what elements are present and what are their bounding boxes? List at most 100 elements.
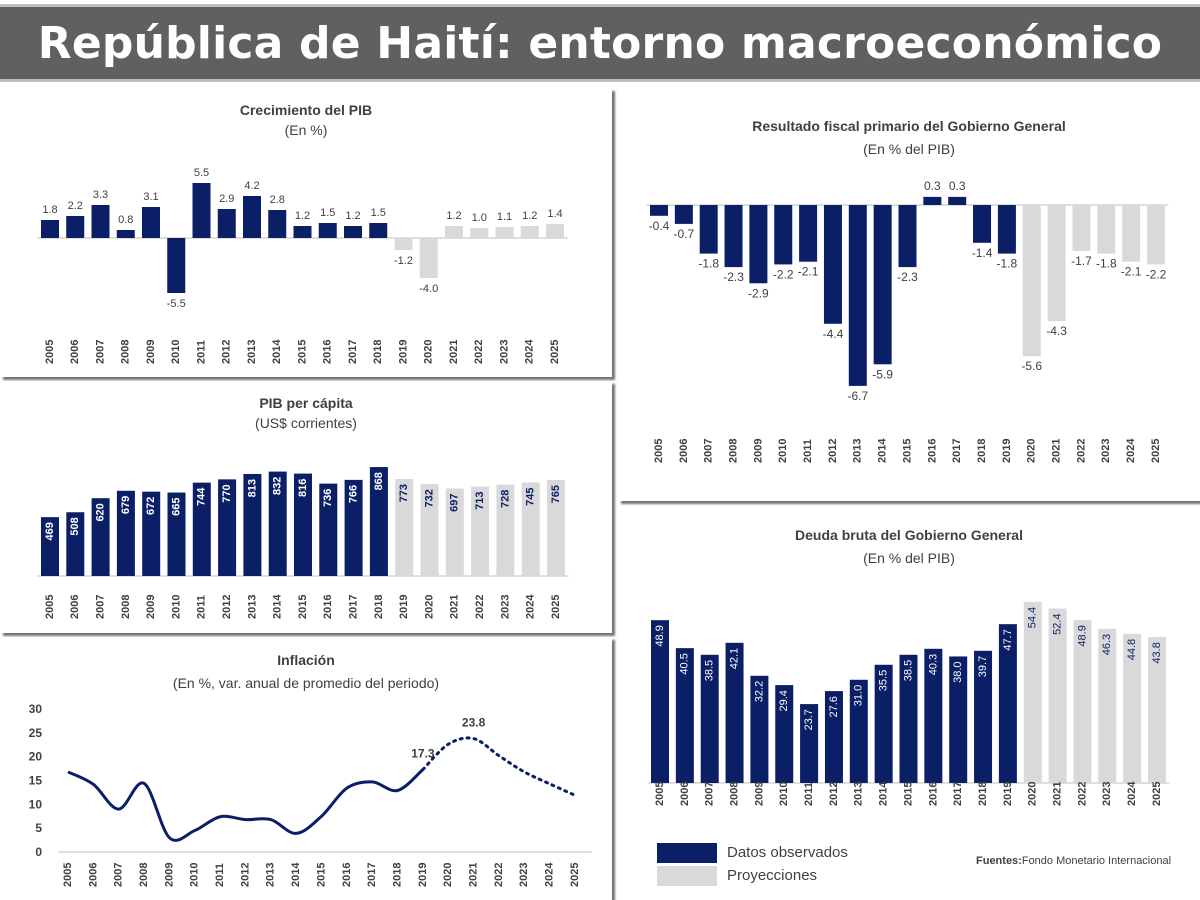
bar bbox=[923, 196, 942, 205]
x-tick-label: 2023 bbox=[1101, 782, 1113, 806]
x-tick-label: 2023 bbox=[1100, 439, 1112, 463]
data-label: 469 bbox=[44, 522, 56, 540]
x-tick-label: 2009 bbox=[163, 863, 175, 887]
x-tick-label: 2009 bbox=[145, 340, 157, 364]
legend-item-projected: Proyecciones bbox=[657, 866, 877, 886]
data-label: -2.1 bbox=[1121, 265, 1142, 279]
x-tick-label: 2020 bbox=[442, 863, 454, 887]
x-tick-label: 2019 bbox=[398, 595, 410, 619]
data-label: 770 bbox=[221, 484, 233, 502]
bar bbox=[547, 479, 565, 576]
x-tick-label: 2018 bbox=[977, 782, 989, 806]
bar bbox=[699, 205, 718, 254]
series-line-projected bbox=[421, 736, 577, 797]
bar bbox=[268, 471, 287, 576]
data-label: 17.3 bbox=[411, 747, 435, 761]
y-tick-label: 20 bbox=[29, 750, 43, 764]
x-tick-label: 2006 bbox=[87, 863, 99, 887]
x-tick-label: 2022 bbox=[473, 340, 485, 364]
x-tick-label: 2019 bbox=[1001, 439, 1013, 463]
x-tick-label: 2013 bbox=[853, 782, 865, 806]
x-tick-label: 2025 bbox=[1151, 782, 1163, 806]
x-tick-label: 2008 bbox=[728, 782, 740, 806]
x-tick-label: 2020 bbox=[1026, 439, 1038, 463]
data-label: 29.4 bbox=[778, 690, 790, 711]
bar bbox=[823, 205, 842, 324]
bar bbox=[167, 238, 186, 293]
bar bbox=[192, 482, 211, 576]
bar bbox=[1023, 601, 1042, 783]
data-label: 39.7 bbox=[977, 656, 989, 677]
bar bbox=[395, 478, 414, 576]
x-tick-label: 2010 bbox=[189, 863, 201, 887]
data-label: 42.1 bbox=[728, 648, 740, 669]
fiscal-balance-subtitle: (En % del PIB) bbox=[863, 141, 955, 157]
bar bbox=[874, 664, 893, 783]
x-tick-label: 2023 bbox=[518, 863, 530, 887]
bar bbox=[949, 656, 968, 783]
x-tick-label: 2025 bbox=[549, 340, 561, 364]
legend-label-projected: Proyecciones bbox=[727, 867, 818, 884]
gross-debt-title: Deuda bruta del Gobierno General bbox=[795, 527, 1023, 543]
x-tick-label: 2023 bbox=[498, 340, 510, 364]
x-tick-label: 2013 bbox=[852, 439, 864, 463]
bar bbox=[1072, 205, 1091, 251]
bar bbox=[700, 654, 719, 783]
x-tick-label: 2017 bbox=[952, 782, 964, 806]
gdp-growth-title: Crecimiento del PIB bbox=[239, 102, 373, 118]
inflation-panel: Inflación (En %, var. anual de promedio … bbox=[0, 637, 612, 900]
bar bbox=[799, 205, 818, 262]
x-tick-label: 2014 bbox=[878, 781, 890, 806]
x-tick-label: 2011 bbox=[196, 595, 208, 619]
data-label: 728 bbox=[499, 490, 511, 508]
source-label: Fuentes: bbox=[976, 855, 1022, 867]
bar bbox=[1122, 205, 1141, 262]
bar bbox=[445, 488, 464, 576]
x-tick-label: 2006 bbox=[69, 595, 81, 619]
x-tick-label: 2005 bbox=[654, 782, 666, 806]
data-label: -1.4 bbox=[972, 246, 993, 260]
bar bbox=[973, 205, 992, 243]
data-label: 1.0 bbox=[472, 212, 487, 224]
bar bbox=[1148, 637, 1166, 783]
gross-debt-subtitle: (En % del PIB) bbox=[863, 550, 955, 566]
bar bbox=[116, 490, 135, 576]
x-tick-label: 2017 bbox=[348, 595, 360, 619]
x-tick-label: 2013 bbox=[265, 863, 277, 887]
x-tick-label: 2011 bbox=[803, 782, 815, 806]
data-label: -1.8 bbox=[1096, 257, 1117, 271]
bar bbox=[318, 223, 337, 238]
data-label: -4.3 bbox=[1046, 324, 1067, 338]
bar bbox=[948, 196, 967, 205]
x-tick-label: 2024 bbox=[1125, 438, 1137, 463]
x-tick-label: 2020 bbox=[423, 340, 435, 364]
x-tick-label: 2005 bbox=[44, 595, 56, 619]
x-tick-label: 2007 bbox=[113, 863, 125, 887]
bar bbox=[849, 679, 868, 783]
data-label: 744 bbox=[196, 487, 208, 506]
data-label: 35.5 bbox=[878, 670, 890, 691]
x-tick-label: 2016 bbox=[322, 595, 334, 619]
x-tick-label: 2008 bbox=[727, 439, 739, 463]
data-label: -2.2 bbox=[773, 267, 794, 281]
data-label: 38.0 bbox=[952, 661, 964, 682]
bar bbox=[998, 624, 1017, 783]
x-tick-label: 2010 bbox=[170, 340, 182, 364]
data-label: 1.5 bbox=[320, 207, 335, 219]
bar bbox=[1073, 620, 1092, 783]
bar bbox=[471, 486, 490, 576]
x-tick-label: 2016 bbox=[927, 782, 939, 806]
bar bbox=[1147, 205, 1165, 265]
bar bbox=[546, 224, 564, 238]
x-tick-label: 2013 bbox=[246, 340, 258, 364]
data-label: 48.9 bbox=[654, 625, 666, 646]
bar bbox=[344, 226, 362, 238]
bar bbox=[724, 205, 743, 268]
page-title: República de Haití: entorno macroeconómi… bbox=[37, 18, 1163, 69]
data-label: 832 bbox=[272, 477, 284, 495]
data-label: 1.2 bbox=[295, 210, 310, 222]
bar bbox=[142, 207, 160, 238]
x-tick-label: 2009 bbox=[753, 782, 765, 806]
gdp-per-capita-chart: 469 508 620 679 672 665 744 770 813 832 816 736 766 8… bbox=[37, 467, 569, 619]
x-tick-label: 2009 bbox=[145, 595, 157, 619]
